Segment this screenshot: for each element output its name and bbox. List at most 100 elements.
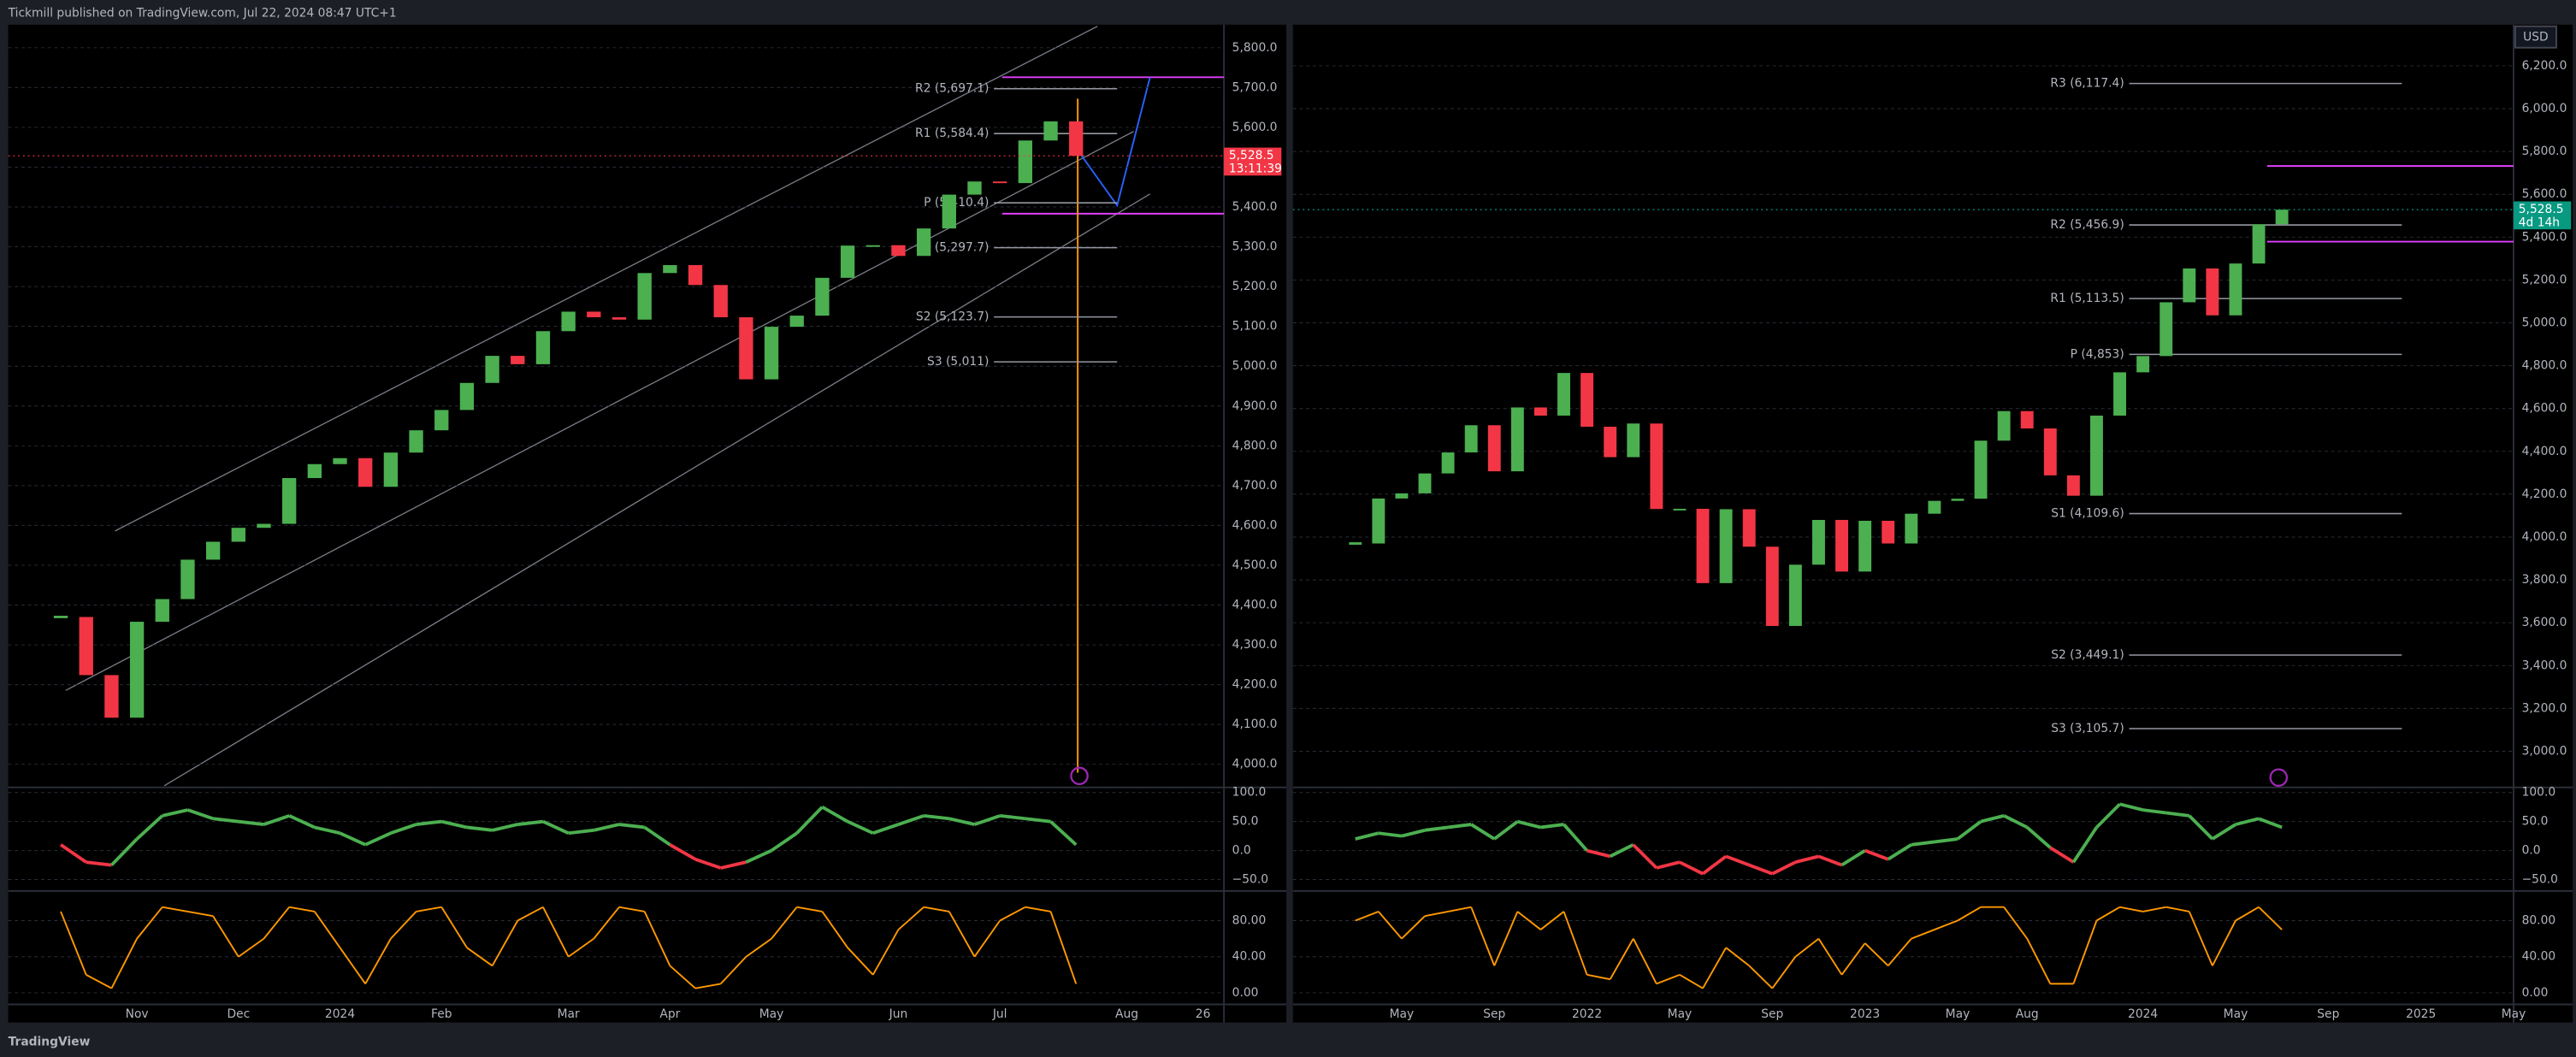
candle (637, 273, 652, 320)
indicator-segment (2188, 814, 2214, 841)
event-icon (1070, 766, 1089, 786)
y-tick-label: 80.00 (2522, 913, 2556, 927)
currency-button[interactable] (2514, 25, 2557, 49)
indicator-segment (897, 814, 925, 826)
indicator-segment (212, 915, 239, 958)
indicator-segment (872, 823, 900, 836)
indicator-segment (1049, 820, 1078, 847)
candle (1533, 407, 1547, 416)
x-tick-label: 2024 (2128, 1007, 2158, 1021)
y-tick-label: 4,500.0 (1232, 558, 1278, 572)
indicator-segment (1794, 854, 1819, 865)
candle (434, 410, 449, 431)
pivot-label: R2 (5,456.9) (2050, 218, 2124, 232)
y-tick-label: 3,200.0 (2522, 701, 2567, 715)
indicator-segment (1378, 831, 1403, 838)
indicator-segment (1539, 911, 1565, 930)
y-tick-label: 5,600.0 (2522, 187, 2567, 201)
indicator-segment (1887, 937, 1912, 966)
candle (612, 316, 627, 320)
candle (2020, 410, 2034, 429)
y-tick-label: 5,800.0 (2522, 145, 2567, 158)
indicator-segment (314, 825, 340, 836)
indicator-segment (593, 823, 620, 832)
indicator-segment (2211, 823, 2237, 841)
indicator-segment (135, 814, 164, 841)
indicator-segment (643, 911, 671, 966)
indicator-segment (1355, 831, 1380, 841)
indicator-segment (1493, 911, 1519, 966)
indicator-segment (110, 837, 139, 866)
channel-line (115, 26, 1098, 532)
candle (1719, 509, 1733, 583)
indicator-segment (2119, 906, 2143, 912)
indicator-segment (593, 906, 620, 940)
indicator-segment (745, 937, 772, 958)
y-tick-label: 4,800.0 (1232, 439, 1278, 452)
candle (358, 458, 373, 487)
brand-logo[interactable]: TradingView (9, 1036, 91, 1049)
indicator-segment (1493, 820, 1519, 841)
y-tick-label: 0.0 (2522, 844, 2541, 858)
x-tick-label: 2023 (1850, 1007, 1880, 1021)
candle (2136, 356, 2150, 373)
x-tick-label: Nov (126, 1007, 149, 1021)
y-tick-label: 4,200.0 (1232, 678, 1278, 692)
indicator-segment (2258, 817, 2283, 830)
indicator-segment (923, 813, 950, 821)
currency-label[interactable]: USD (2523, 30, 2549, 44)
indicator-segment (288, 814, 316, 830)
x-tick-label: Mar (558, 1007, 580, 1021)
y-tick-label: 50.0 (1232, 815, 1259, 829)
candle (2066, 475, 2080, 496)
indicator-segment (339, 947, 366, 984)
candle (2043, 428, 2057, 475)
indicator-segment (364, 938, 392, 984)
candle (1765, 546, 1779, 626)
indicator-segment (1609, 843, 1634, 859)
indicator-segment (2165, 906, 2189, 912)
candle (1487, 425, 1501, 472)
indicator-segment (1864, 942, 1889, 966)
indicator-segment (2095, 906, 2121, 922)
channel-line (163, 193, 1150, 787)
event-icon (2269, 768, 2289, 787)
indicator-segment (2258, 906, 2283, 930)
pivot-label: R1 (5,113.5) (2050, 292, 2124, 305)
candle (1441, 452, 1455, 474)
candle (1043, 121, 1058, 141)
indicator-segment (1516, 819, 1541, 830)
y-tick-label: 6,000.0 (2522, 102, 2567, 115)
candle (459, 382, 475, 410)
y-tick-label: 4,300.0 (1232, 638, 1278, 652)
indicator-segment (568, 828, 594, 836)
y-tick-label: 100.0 (1232, 786, 1267, 800)
indicator-segment (1563, 823, 1589, 852)
indicator-segment (187, 910, 214, 918)
indicator-segment (2049, 846, 2075, 864)
x-tick-label: May (1390, 1007, 1415, 1021)
candle (333, 458, 347, 464)
indicator-segment (2165, 811, 2190, 818)
indicator-segment (1355, 911, 1380, 922)
indicator-segment (821, 806, 849, 824)
candle (1951, 499, 1964, 501)
indicator-segment (1840, 942, 1866, 976)
indicator-segment (1656, 973, 1681, 985)
pivot-label: R1 (5,584.4) (915, 127, 989, 140)
indicator-segment (390, 823, 417, 836)
indicator-segment (720, 956, 747, 985)
indicator-segment (948, 911, 976, 958)
indicator-segment (999, 813, 1026, 821)
candle (2183, 268, 2196, 303)
indicator-segment (1817, 938, 1843, 976)
candle (1580, 373, 1594, 428)
candle (1673, 508, 1687, 511)
x-tick-label: Dec (227, 1007, 250, 1021)
candle (1418, 473, 1432, 493)
candle (1905, 513, 1918, 544)
indicator-segment (162, 906, 188, 912)
indicator-segment (1516, 911, 1542, 930)
indicator-segment (1378, 911, 1403, 940)
